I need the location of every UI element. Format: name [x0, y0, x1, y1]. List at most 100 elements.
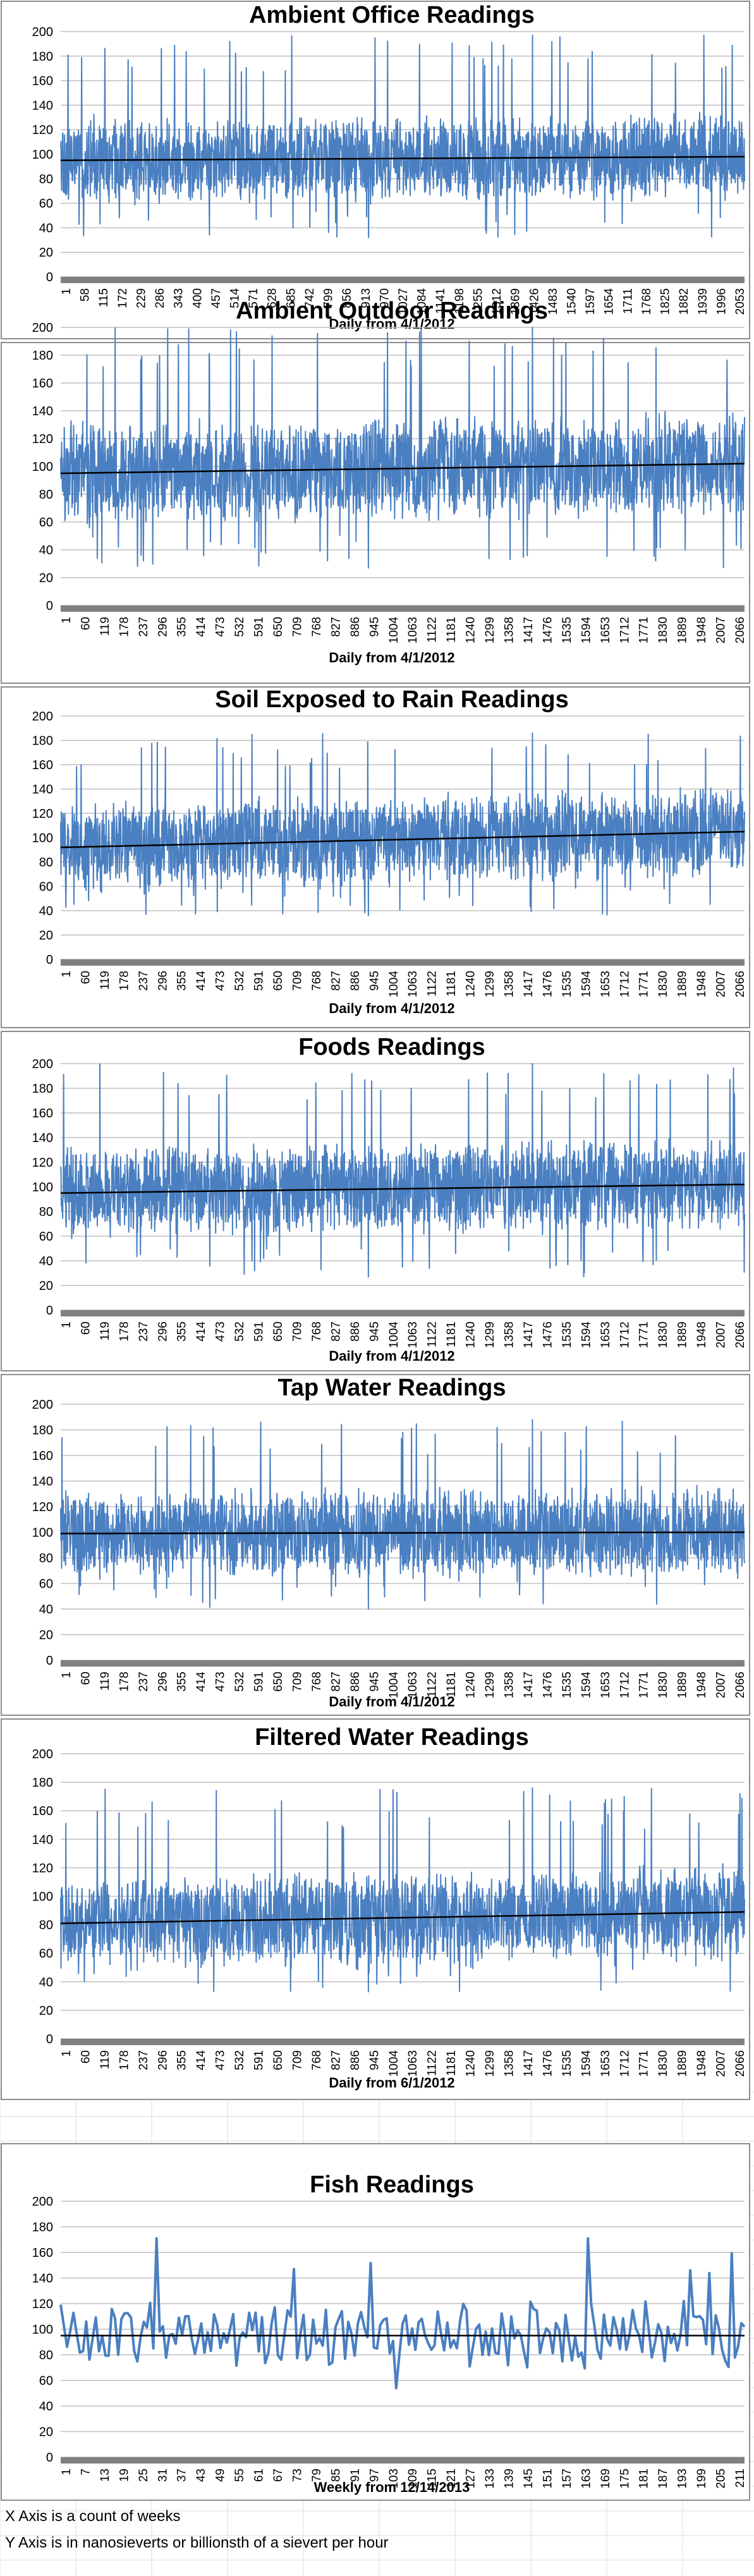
x-tick-label: 532: [233, 2050, 246, 2070]
x-tick-label: 1027: [397, 288, 410, 315]
y-tick-label: 120: [32, 1156, 53, 1170]
y-tick-label: 200: [32, 710, 53, 724]
x-tick-label: 650: [272, 2050, 285, 2070]
x-tick-label: 1653: [599, 1672, 612, 1698]
x-tick-label: 211: [734, 2469, 747, 2488]
x-tick-label: 1594: [580, 2050, 593, 2077]
x-tick-label: 1535: [561, 1672, 574, 1698]
y-tick-label: 80: [39, 1552, 53, 1565]
x-tick-label: 1004: [387, 1321, 401, 1349]
y-tick-label: 0: [46, 2451, 53, 2465]
x-tick-label: 157: [561, 2469, 574, 2489]
x-tick-label: 237: [137, 2050, 150, 2070]
x-tick-label: 1: [60, 1672, 73, 1679]
x-tick-label: 172: [116, 288, 130, 308]
y-tick-label: 60: [39, 197, 53, 211]
x-tick-label: 1299: [483, 1672, 497, 1698]
x-tick-label: 827: [329, 617, 343, 637]
y-tick-label: 40: [39, 221, 53, 235]
x-tick-label: 400: [191, 288, 204, 308]
y-tick-label: 80: [39, 173, 53, 186]
x-tick-label: 1594: [580, 617, 593, 644]
x-tick-label: 1535: [561, 2050, 574, 2077]
x-tick-label: 709: [291, 1321, 304, 1342]
x-tick-label: 193: [676, 2469, 690, 2489]
y-tick-label: 120: [32, 807, 53, 821]
x-tick-label: 1540: [566, 288, 579, 315]
y-tick-label: 60: [39, 516, 53, 530]
x-tick-label: 1358: [503, 1672, 516, 1698]
y-tick-label: 0: [46, 1304, 53, 1318]
y-tick-label: 140: [32, 2272, 53, 2286]
x-tick-label: 1712: [618, 1321, 631, 1348]
x-tick-label: 414: [195, 1321, 208, 1342]
x-tick-label: 97: [368, 2469, 381, 2482]
series-line: [60, 34, 745, 238]
x-tick-label: 1122: [426, 1321, 439, 1347]
x-tick-label: 532: [233, 1321, 246, 1342]
y-tick-label: 200: [32, 1398, 53, 1412]
x-tick-label: 115: [426, 2469, 439, 2488]
x-tick-label: 2007: [715, 617, 728, 643]
x-tick-label: 1712: [618, 2050, 631, 2077]
y-tick-label: 40: [39, 904, 53, 918]
x-axis-band: [61, 1660, 745, 1667]
x-tick-label: 1426: [528, 288, 541, 315]
x-tick-label: 1122: [426, 971, 439, 997]
x-tick-label: 1181: [445, 1321, 458, 1347]
x-tick-label: 355: [176, 2050, 189, 2070]
x-tick-label: 85: [329, 2469, 343, 2482]
y-tick-label: 80: [39, 2348, 53, 2362]
chart-title: Soil Exposed to Rain Readings: [215, 686, 569, 713]
x-tick-label: 1948: [695, 2050, 708, 2077]
x-tick-label: 945: [368, 617, 381, 637]
axis-note-y: Y Axis is in nanosieverts or billionsth …: [5, 2534, 389, 2551]
x-tick-label: 473: [214, 617, 228, 637]
x-axis-band: [61, 959, 745, 966]
x-tick-label: 1004: [387, 1672, 401, 1699]
y-tick-label: 100: [32, 832, 53, 846]
y-tick-label: 120: [32, 1861, 53, 1875]
x-tick-label: 1768: [640, 288, 654, 315]
x-tick-label: 1771: [638, 2050, 651, 2077]
x-tick-label: 1535: [561, 617, 574, 643]
x-tick-label: 1358: [503, 617, 516, 643]
x-tick-label: 1004: [387, 617, 401, 644]
y-tick-label: 140: [32, 1131, 53, 1145]
x-tick-label: 139: [503, 2469, 516, 2489]
x-tick-label: 591: [253, 617, 266, 637]
x-tick-label: 119: [99, 617, 112, 636]
y-tick-label: 20: [39, 2426, 53, 2439]
x-axis-label: Daily from 4/1/2012: [329, 316, 454, 332]
y-tick-label: 120: [32, 2297, 53, 2311]
x-tick-label: 1063: [406, 617, 420, 643]
x-axis-band: [61, 277, 745, 283]
x-tick-label: 414: [195, 617, 208, 637]
series-line: [60, 1063, 745, 1278]
x-tick-label: 121: [445, 2469, 458, 2489]
x-tick-label: 1771: [638, 1672, 651, 1698]
x-tick-label: 178: [118, 2050, 131, 2070]
x-tick-label: 414: [195, 1672, 208, 1692]
x-tick-label: 768: [310, 1321, 324, 1342]
x-tick-label: 532: [233, 971, 246, 991]
x-tick-label: 1535: [561, 1321, 574, 1348]
x-tick-label: 1358: [503, 2050, 516, 2077]
x-tick-label: 1255: [471, 288, 485, 315]
x-tick-label: 1948: [695, 617, 708, 643]
x-tick-label: 2066: [734, 2050, 747, 2077]
x-tick-label: 1: [60, 1321, 73, 1328]
x-tick-label: 205: [715, 2469, 728, 2489]
x-tick-label: 1122: [426, 2050, 439, 2076]
x-tick-label: 709: [291, 971, 304, 991]
x-tick-label: 296: [156, 971, 169, 991]
x-axis-band: [61, 605, 745, 612]
x-tick-label: 1830: [657, 1321, 670, 1348]
x-tick-label: 2007: [715, 1672, 728, 1698]
x-tick-label: 650: [272, 971, 285, 991]
x-tick-label: 1417: [522, 617, 535, 643]
